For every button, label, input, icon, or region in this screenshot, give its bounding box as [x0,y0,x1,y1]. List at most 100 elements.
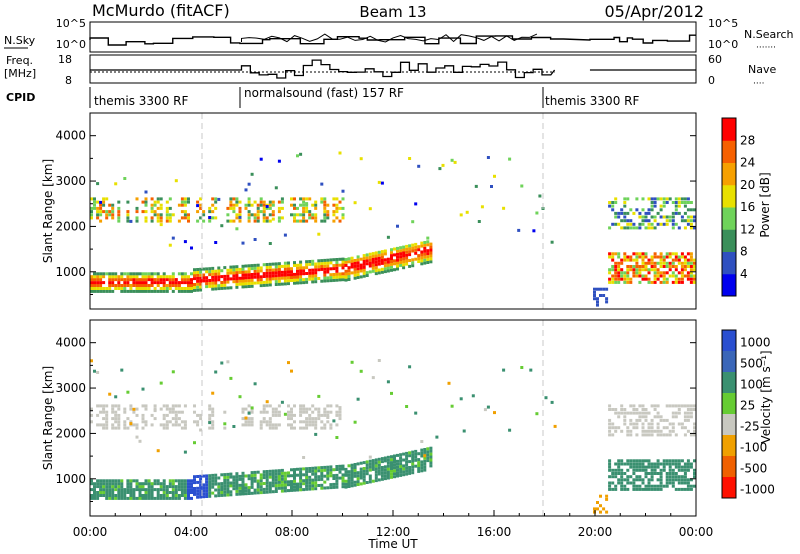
power-cell-163 [141,272,145,276]
power-cell-964 [393,268,396,272]
power-cell-1336 [671,280,675,284]
vel-cell-1148 [626,433,630,437]
power-cell-1355 [674,255,678,259]
vel-cell-1183 [635,462,639,466]
vel-cell-1285 [659,478,663,482]
vel-cell-1 [90,494,93,497]
vel-cell-268 [171,479,175,483]
power-cell-348 [199,267,203,271]
power-cell-1288 [656,197,660,201]
vel-cell-593 [274,478,278,482]
vel-cell-1020 [420,460,424,464]
power-cell-846 [341,213,345,217]
power-cell-642 [283,270,287,274]
vel-cell-164 [135,435,139,439]
vel-cell-1062 [553,424,557,428]
vel-cell-272 [171,407,175,411]
vel-cell-364 [202,486,206,490]
power-cell-1208 [638,268,642,272]
power-cell-818 [335,272,339,276]
power-cell-278 [177,219,181,223]
vel-cell-587 [271,410,275,414]
vel-cell-393 [211,479,215,483]
vel-cell-383 [208,426,212,430]
vel-cell-66 [108,482,112,486]
power-cell-656 [290,276,293,279]
vel-cell-656 [293,482,296,486]
vel-cell-831 [341,467,345,471]
vel-cell-201 [150,494,154,497]
vel-cell-1397 [686,411,690,415]
power-cell-1223 [641,252,645,256]
vel-cell-1343 [674,465,678,469]
power-cell-1193 [632,211,636,215]
vel-cell-664 [293,413,296,417]
vel-cell-637 [287,413,290,417]
vel-cell-615 [280,483,284,487]
power-cell-470 [238,219,242,223]
power-cell-1357 [674,222,678,226]
vel-cell-139 [129,485,133,489]
vel-cell-539 [259,420,263,424]
vel-cell-1275 [656,433,660,437]
vel-cell-289 [177,488,181,492]
power-cell-615 [277,282,281,286]
power-cell-548 [259,278,263,282]
power-cell-1295 [659,255,663,259]
vel-cell-1188 [635,418,639,422]
power-cell-1236 [644,226,648,230]
power-cell-585 [268,274,272,278]
power-cell-1158 [623,211,627,215]
power-cell-487 [244,282,248,286]
power-cell-966 [393,259,396,263]
vel-cell-760 [320,477,324,481]
power-cell-68 [108,278,112,282]
vel-cell-712 [308,481,312,485]
vel-cell-33 [99,410,103,414]
power-cell-905 [368,270,372,274]
vel-cell-341 [196,495,200,499]
power-cell-903 [365,256,369,260]
power-cell-1004 [408,247,412,251]
power-cell-467 [238,276,242,280]
power-cell-367 [208,281,212,285]
power-cell-969 [396,267,399,271]
vel-cell-381 [208,477,212,481]
power-cell-755 [314,203,318,207]
vel-cell-1402 [689,478,693,482]
vel-cell-36 [102,491,106,494]
vel-cell-657 [293,479,296,483]
vel-cell-236 [162,482,166,486]
power-cell-1122 [614,215,618,219]
vel-cell-807 [335,479,339,483]
power-cell-1080 [593,287,596,291]
nave-legend-dots: ···· [753,79,764,89]
vel-cell-696 [305,487,309,491]
power-cell-1270 [653,265,657,268]
power-cell-493 [244,206,248,210]
power-cell-564 [262,213,266,217]
vel-cell-775 [323,413,327,417]
vel-cell-1350 [677,487,681,491]
power-cell-435 [229,219,233,223]
nsky-label: N.Sky [4,34,36,47]
power-cell-1156 [623,219,627,223]
vel-cell-244 [165,494,169,497]
power-cell-39 [99,278,103,282]
vel-cell-1393 [686,459,690,463]
vel-cell-436 [226,487,230,491]
power-cell-824 [335,216,339,220]
power-cell-1430 [693,274,696,278]
power-cell-434 [229,265,233,269]
power-cell-1151 [623,271,627,275]
power-cell-638 [283,282,287,286]
power-cell-535 [256,275,260,279]
x-tick-label-5: 20:00 [578,525,613,539]
velocity-colorbar-swatch-7 [722,477,736,499]
power-cell-309 [187,275,190,279]
vel-cell-697 [305,484,309,488]
vel-cell-1066 [596,501,599,504]
power-cell-501 [247,270,251,274]
power-cell-411 [220,281,224,284]
power-cell-1068 [502,206,506,210]
